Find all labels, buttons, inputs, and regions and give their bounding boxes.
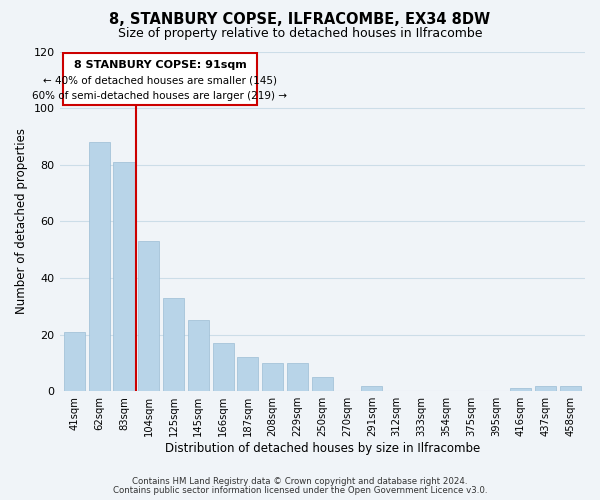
Bar <box>212 343 233 391</box>
Text: Contains HM Land Registry data © Crown copyright and database right 2024.: Contains HM Land Registry data © Crown c… <box>132 477 468 486</box>
Bar <box>262 363 283 391</box>
Bar <box>64 332 85 391</box>
Bar <box>163 298 184 391</box>
Bar <box>287 363 308 391</box>
Bar <box>188 320 209 391</box>
Bar <box>510 388 531 391</box>
Bar <box>89 142 110 391</box>
Y-axis label: Number of detached properties: Number of detached properties <box>15 128 28 314</box>
FancyBboxPatch shape <box>63 53 257 106</box>
Bar <box>361 386 382 391</box>
Text: Contains public sector information licensed under the Open Government Licence v3: Contains public sector information licen… <box>113 486 487 495</box>
Bar <box>312 377 333 391</box>
Text: 60% of semi-detached houses are larger (219) →: 60% of semi-detached houses are larger (… <box>32 91 287 101</box>
Text: 8, STANBURY COPSE, ILFRACOMBE, EX34 8DW: 8, STANBURY COPSE, ILFRACOMBE, EX34 8DW <box>109 12 491 28</box>
Bar <box>560 386 581 391</box>
Bar <box>238 357 259 391</box>
Text: ← 40% of detached houses are smaller (145): ← 40% of detached houses are smaller (14… <box>43 76 277 86</box>
X-axis label: Distribution of detached houses by size in Ilfracombe: Distribution of detached houses by size … <box>164 442 480 455</box>
Text: Size of property relative to detached houses in Ilfracombe: Size of property relative to detached ho… <box>118 28 482 40</box>
Bar <box>138 241 160 391</box>
Bar <box>113 162 134 391</box>
Bar <box>535 386 556 391</box>
Text: 8 STANBURY COPSE: 91sqm: 8 STANBURY COPSE: 91sqm <box>74 60 246 70</box>
